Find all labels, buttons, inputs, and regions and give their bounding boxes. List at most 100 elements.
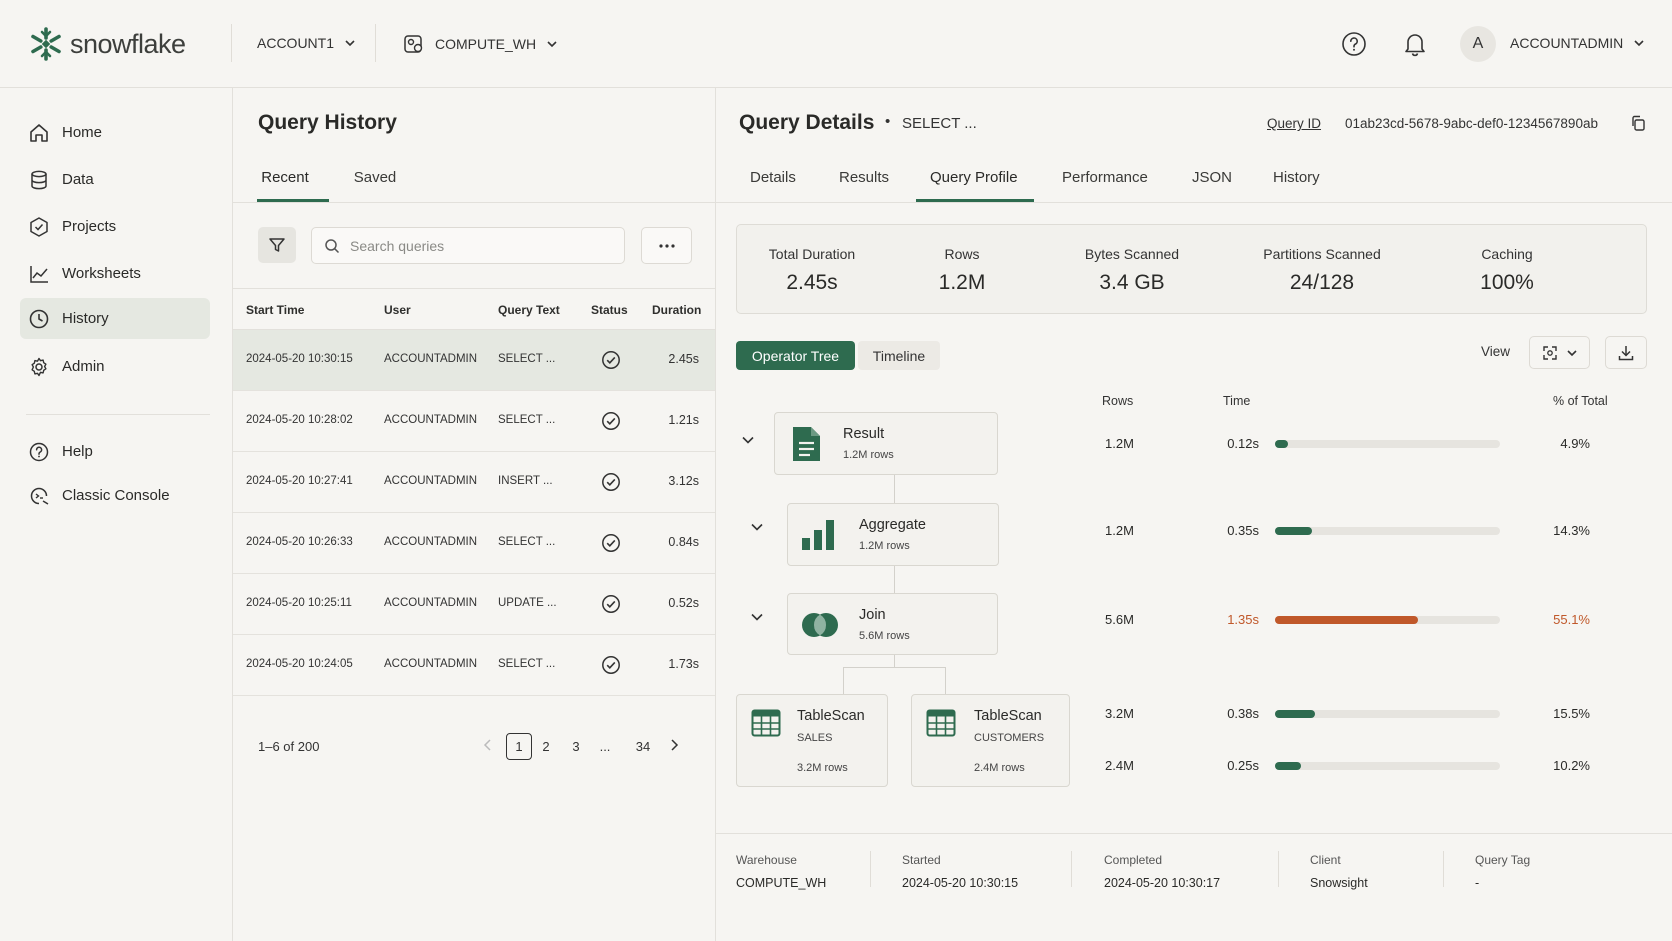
page-button-1[interactable]: 1	[506, 733, 532, 760]
stat-value-caching: 100%	[1480, 271, 1534, 294]
account-selector[interactable]: ACCOUNT1	[257, 35, 356, 51]
cell-duration: 0.52s	[668, 596, 699, 610]
prev-page-button[interactable]	[483, 738, 493, 752]
column-header-start-time[interactable]: Start Time	[246, 303, 305, 317]
view-operator-tree-button[interactable]: Operator Tree	[736, 341, 855, 370]
tab-active-indicator	[257, 199, 329, 202]
operator-node-result[interactable]: Result 1.2M rows	[774, 412, 998, 475]
query-history-panel: Query History Recent Saved Start Time Us…	[233, 88, 716, 941]
chevron-down-icon	[742, 436, 754, 444]
search-input[interactable]	[350, 237, 610, 254]
operator-node-tablescan-customers[interactable]: TableScan CUSTOMERS 2.4M rows	[911, 694, 1070, 787]
cell-start-time: 2024-05-20 10:27:41	[246, 475, 353, 487]
chevron-left-icon	[483, 739, 491, 751]
sidebar-item-admin[interactable]: Admin	[20, 346, 210, 387]
operator-time-value: 0.35s	[1227, 523, 1259, 538]
time-bar-track	[1275, 527, 1500, 535]
tab-query-profile[interactable]: Query Profile	[930, 169, 1018, 186]
page-button-2[interactable]: 2	[542, 739, 550, 754]
operator-node-aggregate[interactable]: Aggregate 1.2M rows	[787, 503, 999, 566]
operator-rows-value: 1.2M	[1105, 436, 1134, 451]
title-separator: •	[885, 113, 891, 130]
tab-history[interactable]: History	[1273, 169, 1320, 186]
table-icon	[926, 709, 956, 737]
user-avatar[interactable]: A	[1460, 26, 1496, 62]
page-button-3[interactable]: 3	[572, 739, 580, 754]
collapse-join-toggle[interactable]	[750, 610, 764, 624]
stat-label-total-duration: Total Duration	[768, 246, 856, 262]
table-row[interactable]: 2024-05-20 10:28:02 ACCOUNTADMIN SELECT ..…	[233, 391, 715, 452]
divider	[716, 833, 1672, 834]
tab-recent[interactable]: Recent	[261, 169, 309, 186]
chart-line-icon	[30, 265, 48, 283]
filter-button[interactable]	[258, 227, 296, 263]
sidebar-item-label: Home	[62, 124, 103, 141]
tab-results[interactable]: Results	[839, 169, 890, 186]
table-row[interactable]: 2024-05-20 10:26:33 ACCOUNTADMIN SELECT ..…	[233, 513, 715, 574]
role-selector[interactable]: ACCOUNTADMIN	[1510, 35, 1645, 51]
page-button-34[interactable]: 34	[635, 739, 651, 754]
query-id-label[interactable]: Query ID	[1267, 116, 1322, 131]
warehouse-selector[interactable]: COMPUTE_WH	[403, 33, 558, 55]
bell-icon	[1405, 34, 1425, 57]
cell-user: ACCOUNTADMIN	[384, 597, 478, 609]
column-header-status[interactable]: Status	[591, 303, 628, 317]
cell-query-text: SELECT ...	[498, 353, 556, 365]
cell-query-text: UPDATE ...	[498, 597, 557, 609]
sidebar-item-history[interactable]: History	[20, 298, 210, 339]
search-field[interactable]	[311, 227, 625, 264]
operator-rows: 5.6M rows	[859, 630, 910, 642]
table-row[interactable]: 2024-05-20 10:30:15 ACCOUNTADMIN SELECT ..…	[233, 330, 715, 391]
column-header-query-text[interactable]: Query Text	[498, 303, 560, 317]
view-options-dropdown[interactable]	[1529, 336, 1590, 369]
op-column-rows: Rows	[1102, 394, 1134, 408]
operator-time-value: 0.25s	[1227, 758, 1259, 773]
fit-view-icon	[1542, 345, 1557, 360]
tab-saved[interactable]: Saved	[353, 169, 397, 186]
time-bar-track	[1275, 710, 1500, 718]
stat-value-bytes-scanned: 3.4 GB	[1099, 271, 1165, 294]
help-button[interactable]	[1340, 30, 1368, 58]
table-row[interactable]: 2024-05-20 10:24:05 ACCOUNTADMIN SELECT ..…	[233, 635, 715, 696]
sidebar-item-help[interactable]: Help	[20, 431, 210, 472]
sidebar-item-home[interactable]: Home	[20, 112, 210, 153]
copy-query-id-button[interactable]	[1630, 115, 1646, 131]
tab-details[interactable]: Details	[750, 169, 796, 186]
tab-performance[interactable]: Performance	[1062, 169, 1148, 186]
operator-name: TableScan	[797, 708, 865, 724]
operator-node-tablescan-sales[interactable]: TableScan SALES 3.2M rows	[736, 694, 888, 787]
more-options-button[interactable]	[641, 227, 692, 264]
table-row[interactable]: 2024-05-20 10:25:11 ACCOUNTADMIN UPDATE ..…	[233, 574, 715, 635]
operator-name: Join	[859, 607, 886, 623]
next-page-button[interactable]	[669, 738, 679, 752]
sidebar-item-data[interactable]: Data	[20, 159, 210, 200]
stat-value-total-duration: 2.45s	[786, 271, 838, 294]
cell-user: ACCOUNTADMIN	[384, 353, 478, 365]
tab-json[interactable]: JSON	[1192, 169, 1233, 186]
download-button[interactable]	[1605, 336, 1647, 369]
table-row[interactable]: 2024-05-20 10:27:41 ACCOUNTADMIN INSERT ..…	[233, 452, 715, 513]
operator-node-join[interactable]: Join 5.6M rows	[787, 593, 998, 655]
details-title: Query Details	[739, 111, 875, 134]
sidebar-item-projects[interactable]: Projects	[20, 206, 210, 247]
success-check-icon	[601, 411, 621, 431]
sidebar-item-label: Worksheets	[62, 265, 141, 282]
warehouse-icon	[404, 35, 423, 53]
success-check-icon	[601, 655, 621, 675]
sidebar-item-classic-console[interactable]: Classic Console	[20, 475, 210, 516]
snowflake-logo[interactable]: snowflake	[28, 26, 186, 62]
column-header-duration[interactable]: Duration	[652, 303, 702, 317]
collapse-aggregate-toggle[interactable]	[750, 520, 764, 534]
notifications-button[interactable]	[1401, 30, 1429, 58]
cell-duration: 0.84s	[668, 535, 699, 549]
column-header-user[interactable]: User	[384, 303, 411, 317]
home-icon	[30, 123, 48, 142]
operator-rows-value: 1.2M	[1105, 523, 1134, 538]
sidebar-item-worksheets[interactable]: Worksheets	[20, 253, 210, 294]
view-timeline-button[interactable]: Timeline	[858, 341, 940, 370]
stat-label-rows: Rows	[944, 246, 980, 262]
cell-start-time: 2024-05-20 10:30:15	[246, 353, 353, 365]
operator-pct-value: 15.5%	[1553, 706, 1590, 721]
collapse-result-toggle[interactable]	[741, 433, 755, 447]
time-bar-track	[1275, 616, 1500, 624]
